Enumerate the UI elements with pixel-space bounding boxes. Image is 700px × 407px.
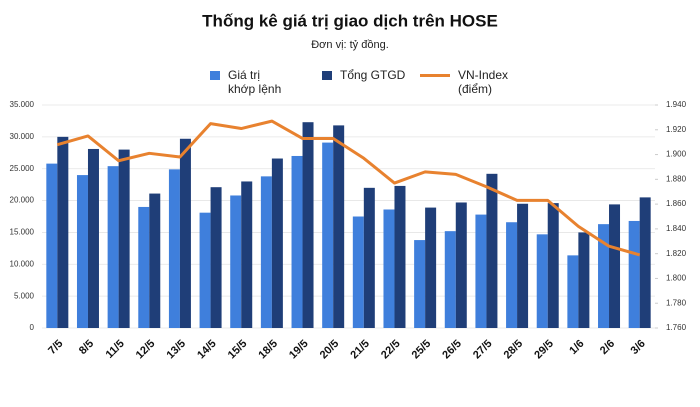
x-tick-label: 19/5 [287,338,311,362]
y-tick-label: 0 [30,323,35,332]
bar [425,207,437,328]
bar [363,187,375,328]
x-tick-label: 28/5 [502,338,526,362]
y-tick-label: 5.000 [14,291,35,300]
bar [333,125,345,328]
bar [394,185,406,328]
y-tick-label: 20.000 [10,196,35,205]
y2-tick-label: 1.940 [666,100,687,109]
y-tick-label: 25.000 [10,164,35,173]
bar [486,173,498,328]
x-tick-label: 15/5 [226,338,250,362]
x-tick-label: 7/5 [46,338,65,357]
x-tick-label: 20/5 [318,338,342,362]
legend-entry: Giá trị khớp lệnh [210,68,282,96]
bar [414,240,426,328]
x-tick-label: 27/5 [471,338,495,362]
x-tick-label: 3/6 [629,338,648,357]
bar [138,206,150,328]
y2-tick-label: 1.800 [666,274,687,283]
x-tick-label: 26/5 [440,338,464,362]
bar [567,255,579,328]
bar [291,155,303,328]
bar [271,158,283,328]
legend-entry: Tổng GTGD [322,68,406,82]
bar [76,175,88,328]
bar [639,197,651,328]
y2-tick-label: 1.820 [666,249,687,258]
legend-label: VN-Index (điểm) [458,68,509,96]
y2-tick-label: 1.780 [666,298,687,307]
bar [179,138,191,328]
bar [628,220,640,328]
bar [547,203,559,328]
y-tick-label: 15.000 [10,228,35,237]
x-tick-label: 11/5 [104,338,127,361]
chart-title: Thống kê giá trị giao dịch trên HOSE [202,11,498,30]
x-tick-label: 2/6 [598,338,617,357]
bar [383,209,395,328]
y2-tick-label: 1.760 [666,323,687,332]
bar [517,203,529,328]
bar [118,149,130,328]
bar [87,148,99,328]
bar [455,202,467,328]
x-tick-label: 14/5 [195,338,219,362]
x-tick-label: 18/5 [256,338,280,362]
y2-tick-label: 1.900 [666,150,687,159]
x-tick-label: 25/5 [410,338,434,362]
x-tick-label: 13/5 [164,338,188,362]
bar [609,204,621,328]
x-tick-label: 8/5 [77,338,96,357]
x-tick-label: 12/5 [134,338,158,362]
bar [598,224,610,328]
y-tick-label: 10.000 [10,259,35,268]
bar [241,181,253,328]
y-tick-label: 30.000 [10,132,35,141]
bar [168,169,180,328]
bar [149,193,161,328]
bar [260,176,272,328]
x-tick-label: 21/5 [348,338,372,362]
bar [536,234,548,328]
y-tick-label: 35.000 [10,100,35,109]
legend-swatch [322,71,332,80]
legend-label: Giá trị khớp lệnh [228,68,282,96]
bar [444,231,456,328]
bar [210,187,222,328]
bar [57,136,69,328]
bar [475,214,487,328]
y2-tick-label: 1.860 [666,199,687,208]
legend-entry: VN-Index (điểm) [420,68,509,96]
bar [322,142,334,328]
bar [352,216,364,328]
legend-swatch [420,74,450,77]
line [56,119,641,257]
y2-tick-label: 1.840 [666,224,687,233]
legend-swatch [210,71,220,80]
legend-label: Tổng GTGD [340,68,406,82]
x-tick-label: 1/6 [567,338,586,357]
bar [230,195,242,328]
x-tick-label: 22/5 [379,338,403,362]
bar [199,212,211,328]
y2-tick-label: 1.920 [666,125,687,134]
bar [107,166,119,328]
y2-tick-label: 1.880 [666,174,687,183]
bar [506,222,518,328]
bar [46,163,58,328]
x-tick-label: 29/5 [532,338,556,362]
bar [302,122,314,329]
bar [578,232,590,328]
chart-subtitle: Đơn vị: tỷ đồng. [311,39,389,51]
